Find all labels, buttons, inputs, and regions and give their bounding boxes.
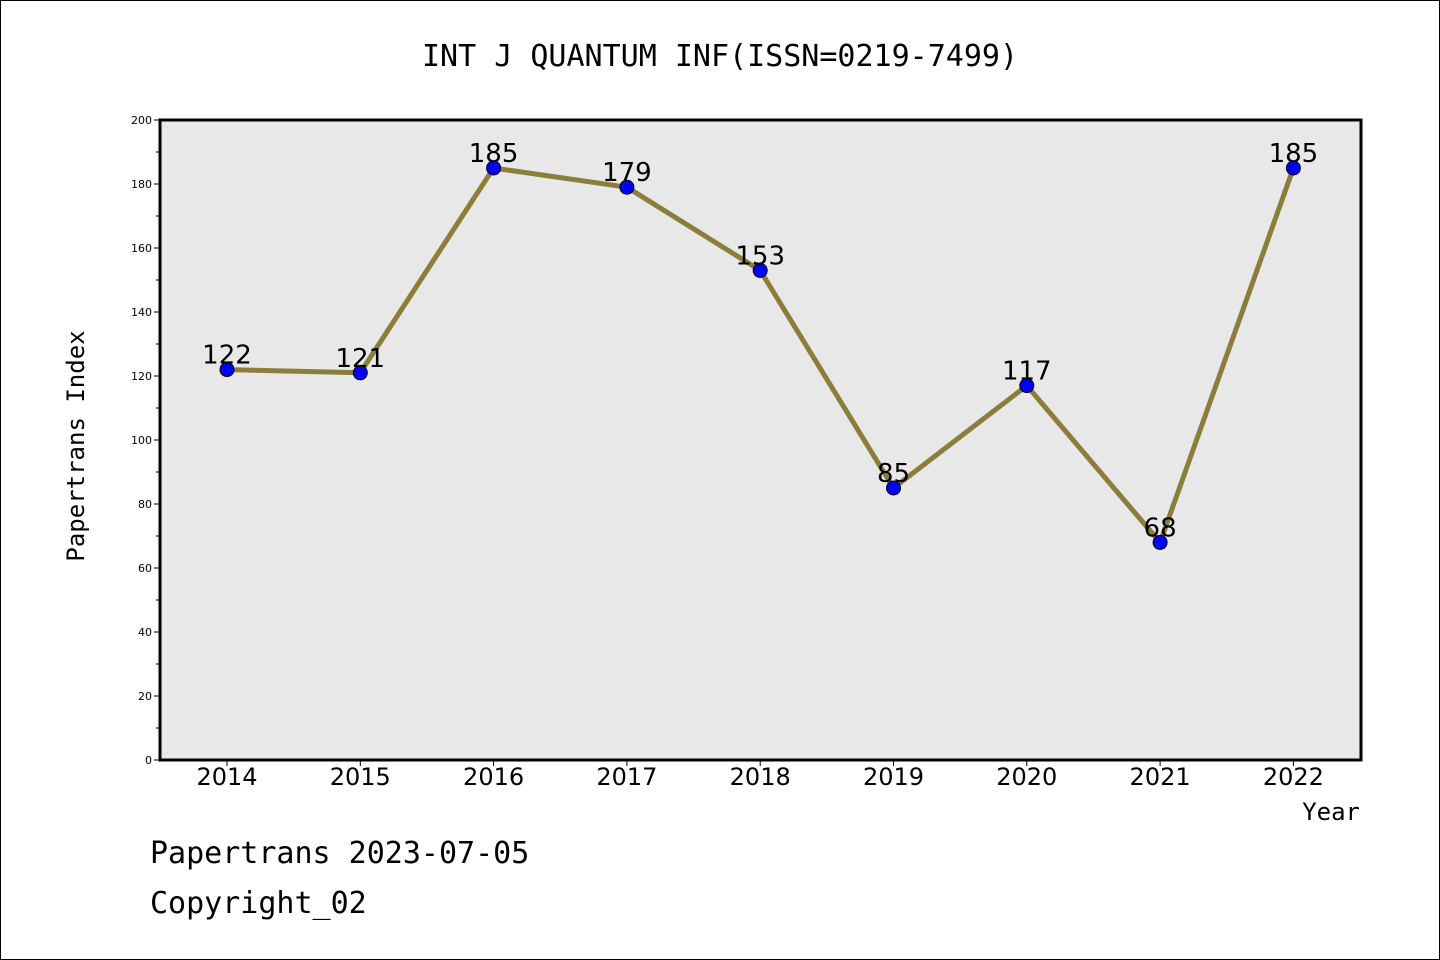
y-tick-label: 80 [138, 498, 152, 511]
x-tick-label: 2020 [996, 763, 1057, 791]
y-tick-label: 0 [145, 754, 152, 767]
y-tick-label: 20 [138, 690, 152, 703]
data-labels: 122 121 185 179 153 85 117 68 185 [202, 139, 1318, 543]
y-tick-label: 100 [131, 434, 152, 447]
data-label-2015: 121 [335, 344, 385, 374]
plot-border [158, 118, 1363, 762]
chart-title: INT J QUANTUM INF(ISSN=0219-7499) [422, 39, 1018, 74]
data-label-2017: 179 [602, 158, 652, 188]
y-tick-label: 200 [131, 114, 152, 127]
y-tick-label: 40 [138, 626, 152, 639]
data-label-2022: 185 [1269, 139, 1319, 169]
data-label-2021: 68 [1144, 513, 1177, 543]
data-label-2014: 122 [202, 341, 252, 371]
y-tick-label: 140 [131, 306, 152, 319]
y-axis-label: Papertrans Index [62, 330, 90, 561]
data-point-2021 [1152, 534, 1168, 550]
x-tick-label: 2016 [463, 763, 524, 791]
y-tick-label: 120 [131, 370, 152, 383]
data-point-2022 [1285, 160, 1301, 176]
y-tick-label: 160 [131, 242, 152, 255]
x-tick-label: 2019 [863, 763, 924, 791]
data-markers [219, 160, 1301, 550]
data-point-2014 [219, 362, 235, 378]
x-tick-label: 2015 [330, 763, 391, 791]
y-axis: 0 20 40 60 80 100 120 140 160 180 200 [131, 114, 160, 767]
x-tick-label: 2018 [730, 763, 791, 791]
data-label-2016: 185 [469, 139, 519, 169]
x-tick-label: 2022 [1263, 763, 1324, 791]
x-axis: 2014 2015 2016 2017 2018 2019 2020 2021 2022 [196, 760, 1324, 791]
data-point-2016 [486, 160, 502, 176]
x-axis-label: Year [1302, 798, 1360, 826]
data-point-2018 [752, 262, 768, 278]
x-tick-label: 2017 [596, 763, 657, 791]
data-label-2020: 117 [1002, 357, 1052, 387]
data-point-2015 [352, 365, 368, 381]
data-point-2019 [886, 480, 901, 496]
data-point-2017 [619, 179, 635, 195]
data-point-2020 [1019, 378, 1035, 394]
data-label-2019: 85 [877, 459, 910, 489]
footer-copyright: Copyright_02 [150, 886, 367, 921]
footer-date: Papertrans 2023-07-05 [150, 836, 530, 871]
y-tick-label: 60 [138, 562, 152, 575]
data-label-2018: 153 [735, 241, 785, 271]
x-tick-label: 2021 [1130, 763, 1191, 791]
x-tick-label: 2014 [196, 763, 257, 791]
y-tick-label: 180 [131, 178, 152, 191]
plot-area [160, 120, 1361, 760]
